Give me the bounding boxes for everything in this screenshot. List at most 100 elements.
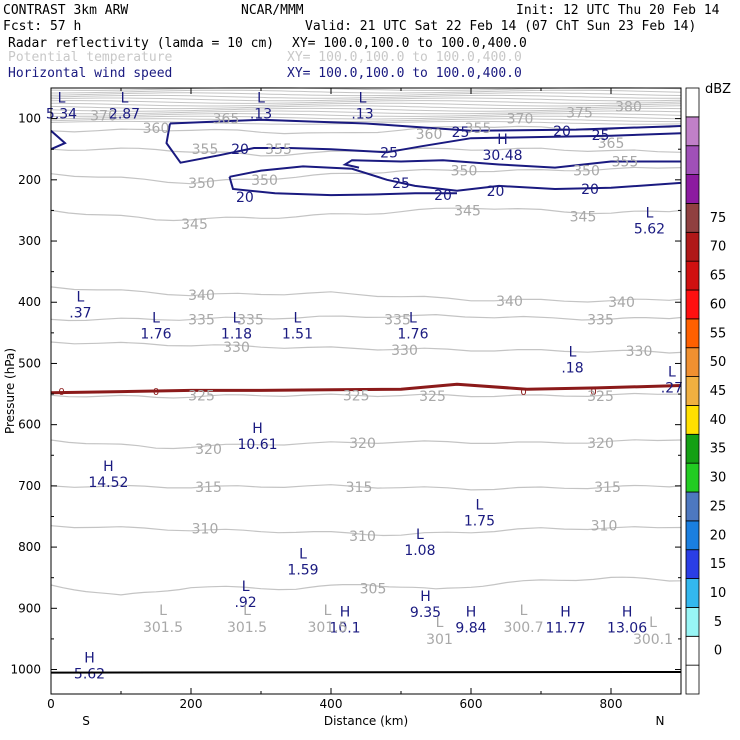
colorbar-swatch	[685, 174, 700, 204]
colorbar-swatch	[685, 203, 700, 233]
extremum-value: 300.1	[633, 632, 673, 648]
theta-label: 320	[349, 436, 376, 452]
theta-line	[50, 118, 681, 123]
theta-label: 325	[587, 389, 614, 405]
field-3-xy: XY= 100.0,100.0 to 100.0,400.0	[287, 66, 522, 81]
colorbar-label: 45	[710, 384, 727, 399]
freezing-level-label: 0	[58, 387, 64, 398]
theta-line	[50, 341, 682, 354]
theta-label: 345	[454, 203, 481, 219]
extremum-value: 1.59	[287, 562, 318, 578]
wind-label: 20	[434, 188, 452, 204]
theta-line	[51, 113, 682, 117]
theta-label: 320	[587, 436, 614, 452]
theta-label: 335	[237, 312, 264, 328]
theta-label: 350	[188, 176, 215, 192]
theta-label: 380	[615, 99, 642, 115]
x-tick-label: 0	[47, 697, 55, 711]
extremum-marker: H	[340, 605, 351, 621]
theta-label: 305	[360, 582, 387, 598]
theta-label: 335	[384, 312, 411, 328]
freezing-level-label: 0	[153, 387, 159, 398]
ground-line	[50, 670, 682, 674]
theta-label: 320	[195, 442, 222, 458]
theta-label: 330	[626, 344, 653, 360]
theta-line	[50, 94, 681, 99]
colorbar-label: 30	[710, 471, 727, 486]
extremum-value: 9.84	[455, 621, 486, 637]
y-tick-label: 400	[18, 295, 41, 309]
extremum-marker: L	[159, 603, 167, 619]
colorbar-swatch	[685, 347, 700, 377]
colorbar-label: 15	[710, 557, 727, 572]
center-title: NCAR/MMM	[241, 3, 304, 18]
colorbar-title: dBZ	[705, 82, 731, 97]
theta-label: 370	[90, 109, 117, 125]
colorbar-label: 40	[710, 413, 727, 428]
wind-label: 20	[236, 190, 254, 206]
theta-label: 315	[195, 480, 222, 496]
colorbar-swatch	[685, 231, 700, 262]
extremum-marker: L	[569, 344, 577, 360]
theta-line	[51, 89, 682, 94]
field-2-xy: XY= 100.0,100.0 to 100.0,400.0	[287, 50, 522, 65]
extremum-marker: H	[497, 132, 508, 148]
wind-contour	[165, 123, 682, 164]
model-title: CONTRAST 3km ARW	[3, 3, 128, 18]
extremum-value: .13	[351, 106, 373, 122]
y-tick-label: 600	[18, 418, 41, 432]
x-tick-label: 400	[320, 697, 343, 711]
extremum-value: 14.52	[88, 475, 128, 491]
theta-label: 345	[570, 210, 597, 226]
extremum-value: .13	[250, 106, 272, 122]
extremum-value: 301.5	[307, 620, 347, 636]
x-tick-label: 200	[180, 697, 203, 711]
extremum-marker: L	[649, 615, 657, 631]
extremum-value: 1.75	[464, 513, 495, 529]
y-tick-label: 700	[18, 479, 41, 493]
theta-line	[50, 92, 682, 97]
theta-label: 310	[192, 522, 219, 538]
theta-line	[50, 102, 682, 107]
y-tick-label: 100	[18, 112, 41, 126]
potential-temperature-contours	[50, 87, 682, 596]
colorbar-label: 55	[710, 326, 727, 341]
colorbar-label: 50	[710, 355, 727, 370]
theta-label: 335	[587, 312, 614, 328]
extremum-marker: L	[243, 603, 251, 619]
theta-label: 325	[188, 388, 215, 404]
extremum-marker: L	[409, 311, 417, 327]
wind-contour	[228, 176, 457, 197]
colorbar-label: 35	[710, 442, 727, 457]
wind-label: 20	[487, 184, 505, 200]
wind-label: 20	[553, 124, 571, 140]
colorbar-swatch	[685, 578, 700, 608]
theta-line	[50, 147, 682, 157]
extremum-marker: L	[233, 311, 241, 327]
theta-line	[50, 100, 682, 104]
theta-label: 360	[416, 127, 443, 143]
extremum-value: 5.62	[634, 221, 665, 237]
extremum-value: 1.18	[221, 327, 252, 343]
extremum-value: 2.87	[109, 106, 140, 122]
theta-label: 355	[465, 121, 492, 137]
extremum-marker: H	[560, 605, 571, 621]
wind-contour	[229, 165, 682, 192]
colorbar-label: 70	[710, 240, 727, 255]
extremum-value: 301	[426, 632, 453, 648]
wind-speed-contours	[50, 118, 682, 197]
colorbar-swatch	[685, 520, 700, 551]
theta-label: 330	[391, 343, 418, 359]
dbz-colorbar: 0 5 10 15 20 25 30 35 40 45 50 55 60 65 70 75 dBZ	[685, 82, 731, 695]
theta-label: 315	[346, 480, 373, 496]
extremum-marker: L	[359, 90, 367, 106]
extremum-marker: L	[299, 546, 307, 562]
y-tick-label: 500	[18, 356, 41, 370]
theta-line	[50, 166, 682, 185]
theta-label: 310	[349, 529, 376, 545]
extremum-marker: H	[84, 650, 95, 666]
extremum-value: 11.77	[545, 621, 585, 637]
